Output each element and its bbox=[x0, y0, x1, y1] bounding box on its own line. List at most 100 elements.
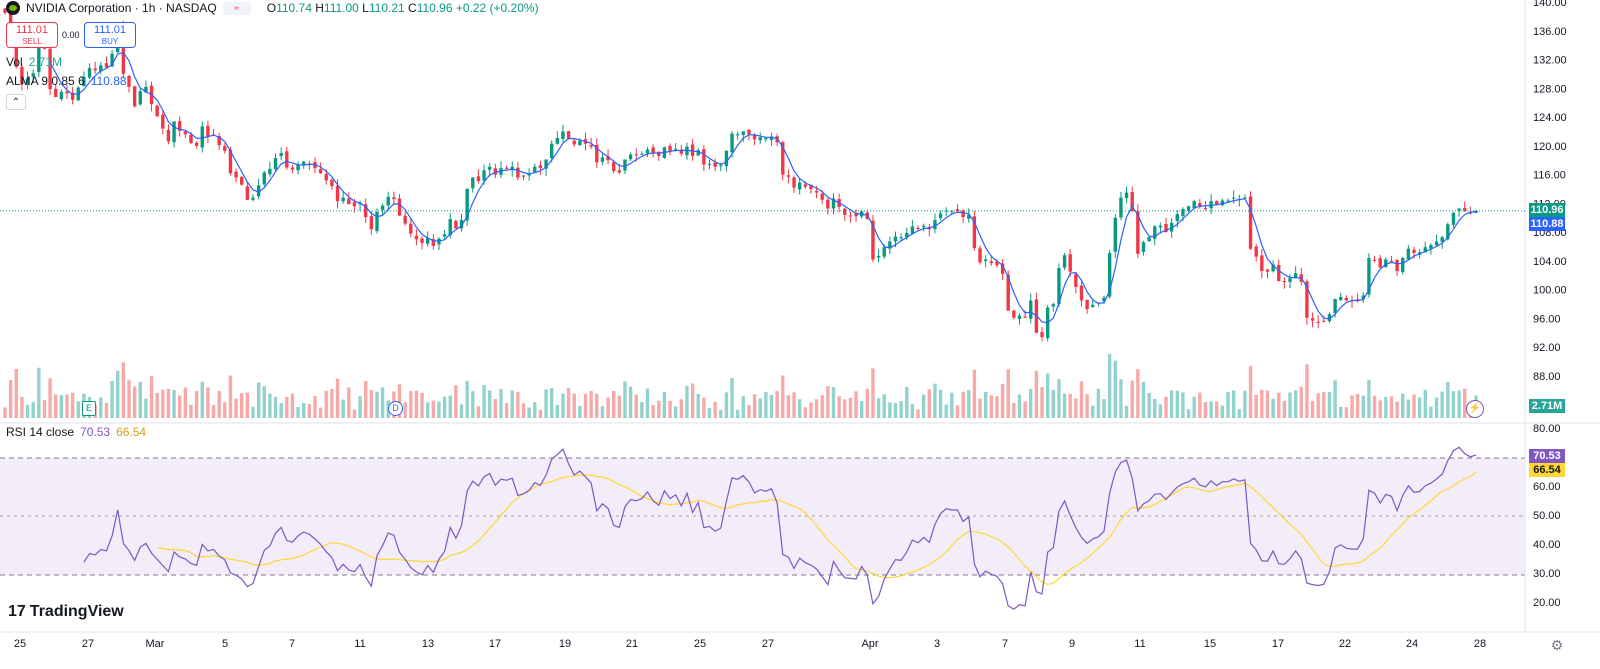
rsi-axis-label: 60.00 bbox=[1533, 481, 1561, 493]
volume-bar bbox=[1102, 399, 1106, 418]
volume-bar bbox=[1158, 404, 1163, 418]
volume-bar bbox=[606, 397, 610, 418]
time-axis-label: 17 bbox=[1272, 638, 1284, 650]
volume-bar bbox=[938, 389, 943, 418]
volume-bar bbox=[369, 389, 374, 418]
volume-bar bbox=[876, 398, 881, 418]
volume-bar bbox=[431, 400, 436, 418]
volume-bar bbox=[747, 405, 751, 418]
volume-bar bbox=[1333, 380, 1337, 418]
volume-bar bbox=[797, 399, 802, 418]
volume-bar bbox=[690, 383, 695, 418]
candle-body bbox=[611, 162, 616, 172]
sell-button[interactable]: 111.01 SELL bbox=[6, 22, 58, 48]
volume-bar bbox=[273, 396, 278, 418]
volume-legend[interactable]: Vol 2.71M bbox=[6, 55, 63, 69]
collapse-legend-button[interactable]: ⌃ bbox=[6, 94, 26, 110]
symbol-title[interactable]: NVIDIA Corporation · 1h · NASDAQ bbox=[26, 1, 217, 15]
price-axis-label: 116.00 bbox=[1533, 170, 1566, 182]
logo-text: TradingView bbox=[29, 603, 124, 620]
candle-body bbox=[1248, 196, 1253, 249]
volume-bar bbox=[223, 402, 227, 418]
time-axis-label: 27 bbox=[82, 638, 94, 650]
volume-bar bbox=[1384, 396, 1388, 418]
alma-legend[interactable]: ALMA 9 0.85 6 110.88 bbox=[6, 74, 127, 88]
candle-body bbox=[1429, 245, 1433, 249]
candle-body bbox=[645, 149, 650, 154]
candle-body bbox=[702, 149, 706, 165]
last-price-tag: 110.96 bbox=[1529, 203, 1565, 217]
volume-bar bbox=[1378, 400, 1382, 418]
candle-body bbox=[1051, 304, 1055, 307]
volume-bar bbox=[1192, 396, 1196, 418]
price-axis-label: 88.00 bbox=[1533, 371, 1561, 383]
candle-body bbox=[341, 197, 345, 202]
candle-body bbox=[786, 175, 791, 177]
volume-bar bbox=[25, 404, 30, 418]
volume-bar bbox=[178, 395, 182, 418]
candle-body bbox=[1068, 254, 1072, 272]
volume-bar bbox=[905, 386, 909, 418]
candle-body bbox=[550, 143, 554, 159]
volume-bar bbox=[99, 397, 103, 418]
earnings-marker-icon[interactable]: E bbox=[82, 401, 96, 416]
volume-bar bbox=[1282, 400, 1287, 418]
candle-body bbox=[854, 213, 858, 217]
volume-bar bbox=[1198, 392, 1202, 418]
tradingview-logo[interactable]: 17 TradingView bbox=[8, 603, 124, 621]
candle-body bbox=[431, 239, 436, 246]
candle-body bbox=[37, 45, 41, 73]
candle-body bbox=[414, 235, 419, 240]
candle-body bbox=[471, 177, 475, 189]
price-axis-label: 100.00 bbox=[1533, 285, 1567, 297]
volume-bar bbox=[1451, 391, 1456, 418]
lightning-icon[interactable]: ⚡ bbox=[1466, 400, 1484, 418]
volume-bar bbox=[1164, 396, 1168, 418]
price-axis-label: 140.00 bbox=[1533, 0, 1567, 9]
volume-bar bbox=[1085, 394, 1089, 418]
spread-value: 0.00 bbox=[62, 30, 80, 40]
candle-body bbox=[1333, 299, 1337, 314]
alma-line bbox=[49, 51, 1477, 324]
candle-body bbox=[809, 184, 813, 189]
tradingview-logo-icon: 17 bbox=[8, 603, 26, 620]
volume-bar bbox=[566, 387, 571, 418]
volume-bar bbox=[206, 387, 210, 418]
volume-bar bbox=[1299, 386, 1303, 418]
volume-bar bbox=[1113, 360, 1117, 418]
dividend-marker-icon[interactable]: D bbox=[388, 401, 403, 416]
candle-body bbox=[189, 134, 193, 143]
volume-bar bbox=[1175, 390, 1179, 418]
time-axis-label: Apr bbox=[861, 638, 878, 650]
legend-toggle-icon[interactable]: ≈ bbox=[222, 1, 251, 15]
candle-body bbox=[1339, 296, 1343, 301]
candle-body bbox=[634, 154, 638, 156]
volume-bar bbox=[764, 392, 768, 418]
candle-body bbox=[459, 219, 464, 229]
volume-bar bbox=[138, 382, 142, 418]
volume-bar bbox=[820, 395, 824, 418]
candle-body bbox=[521, 175, 526, 177]
candle-body bbox=[555, 137, 560, 144]
symbol-legend: NVIDIA Corporation · 1h · NASDAQ ≈ O110.… bbox=[6, 1, 539, 15]
settings-gear-icon[interactable]: ⚙ bbox=[1548, 636, 1566, 654]
rsi-legend[interactable]: RSI 14 close 70.53 66.54 bbox=[6, 425, 147, 439]
buy-button[interactable]: 111.01 BUY bbox=[84, 22, 136, 48]
candle-body bbox=[1446, 224, 1450, 240]
candle-body bbox=[628, 154, 633, 160]
candle-body bbox=[831, 198, 836, 209]
time-axis-label: 27 bbox=[762, 638, 774, 650]
price-axis-label: 136.00 bbox=[1533, 26, 1567, 38]
volume-bar bbox=[983, 391, 988, 418]
volume-bar bbox=[1260, 389, 1264, 418]
candle-body bbox=[493, 168, 498, 175]
volume-bar bbox=[1226, 391, 1230, 418]
sell-label: SELL bbox=[22, 37, 42, 46]
volume-bar bbox=[217, 391, 221, 418]
rsi-axis-label: 20.00 bbox=[1533, 597, 1561, 609]
candle-body bbox=[1440, 237, 1444, 242]
candle-body bbox=[1305, 281, 1309, 318]
candle-body bbox=[20, 66, 24, 84]
